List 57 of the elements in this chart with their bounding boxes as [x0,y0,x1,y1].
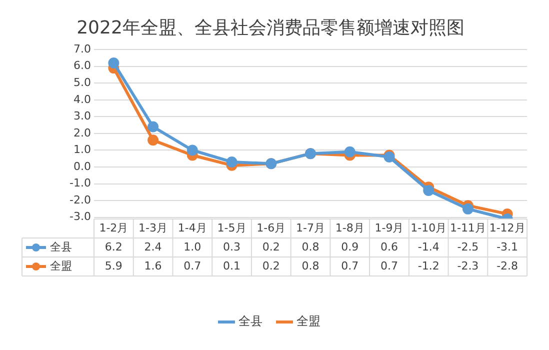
data-label: 0.7 [341,259,359,272]
y-tick-label: 5.0 [74,76,91,90]
y-tick-label: 4.0 [74,92,91,106]
data-label: 0.9 [341,240,359,254]
data-label: 0.6 [380,240,398,254]
x-tick-label: 1-10月 [410,221,447,234]
data-label: 0.8 [302,240,320,254]
data-label: -3.1 [496,240,518,254]
x-tick-label: 1-9月 [374,221,404,234]
x-tick-label: 1-5月 [217,221,246,234]
text: 全县 [238,314,262,328]
point [148,121,159,132]
y-tick-label: -2.0 [70,193,91,206]
data-label: 0.2 [262,240,280,254]
point [226,156,238,168]
chart-title: 2022年全盟、全县社会消费品零售额增速对照图 [76,17,464,38]
point [423,184,434,196]
data-label: 0.3 [223,240,241,254]
x-tick-label: 1-3月 [138,221,168,234]
x-tick-label: 1-7月 [296,221,325,234]
point [186,144,198,156]
data-label: -1.2 [418,259,440,272]
legend-label: 全盟 [50,259,72,272]
x-tick-label: 1-4月 [178,221,207,234]
x-tick-label: 1-2月 [99,221,128,234]
y-tick-label: 3.0 [74,110,91,123]
y-tick-label: -3.0 [70,210,91,224]
point [344,146,356,158]
data-label: 0.1 [223,259,241,272]
x-tick-label: 1-8月 [335,221,364,234]
y-tick-label: 7.0 [74,42,91,56]
y-tick-label: -1.0 [70,176,91,190]
data-label: -2.5 [457,240,479,254]
data-label: -2.8 [496,259,518,272]
point [148,134,159,146]
data-label: 1.6 [144,259,162,272]
text: 全盟 [296,314,320,328]
x-tick-label: 1-12月 [489,221,526,234]
x-tick-label: 1-11月 [450,221,486,234]
data-label: 0.7 [184,259,202,272]
data-label: -2.3 [457,259,479,272]
data-label: 0.2 [262,259,280,272]
data-label: 6.2 [104,240,122,254]
y-tick-label: 1.0 [74,143,91,156]
y-tick-label: 0.0 [74,160,91,173]
data-label: 1.0 [184,240,202,254]
point [108,58,120,69]
data-label: 2.4 [144,240,162,254]
y-tick-label: 6.0 [74,59,91,72]
data-label: 5.9 [104,259,122,272]
point [462,203,474,214]
data-label: 0.7 [380,259,398,272]
data-label: -1.4 [418,240,440,254]
legend-label: 全县 [50,240,72,254]
data-label: 0.8 [302,259,320,272]
x-tick-label: 1-6月 [256,221,286,234]
y-tick-label: 2.0 [74,126,91,140]
